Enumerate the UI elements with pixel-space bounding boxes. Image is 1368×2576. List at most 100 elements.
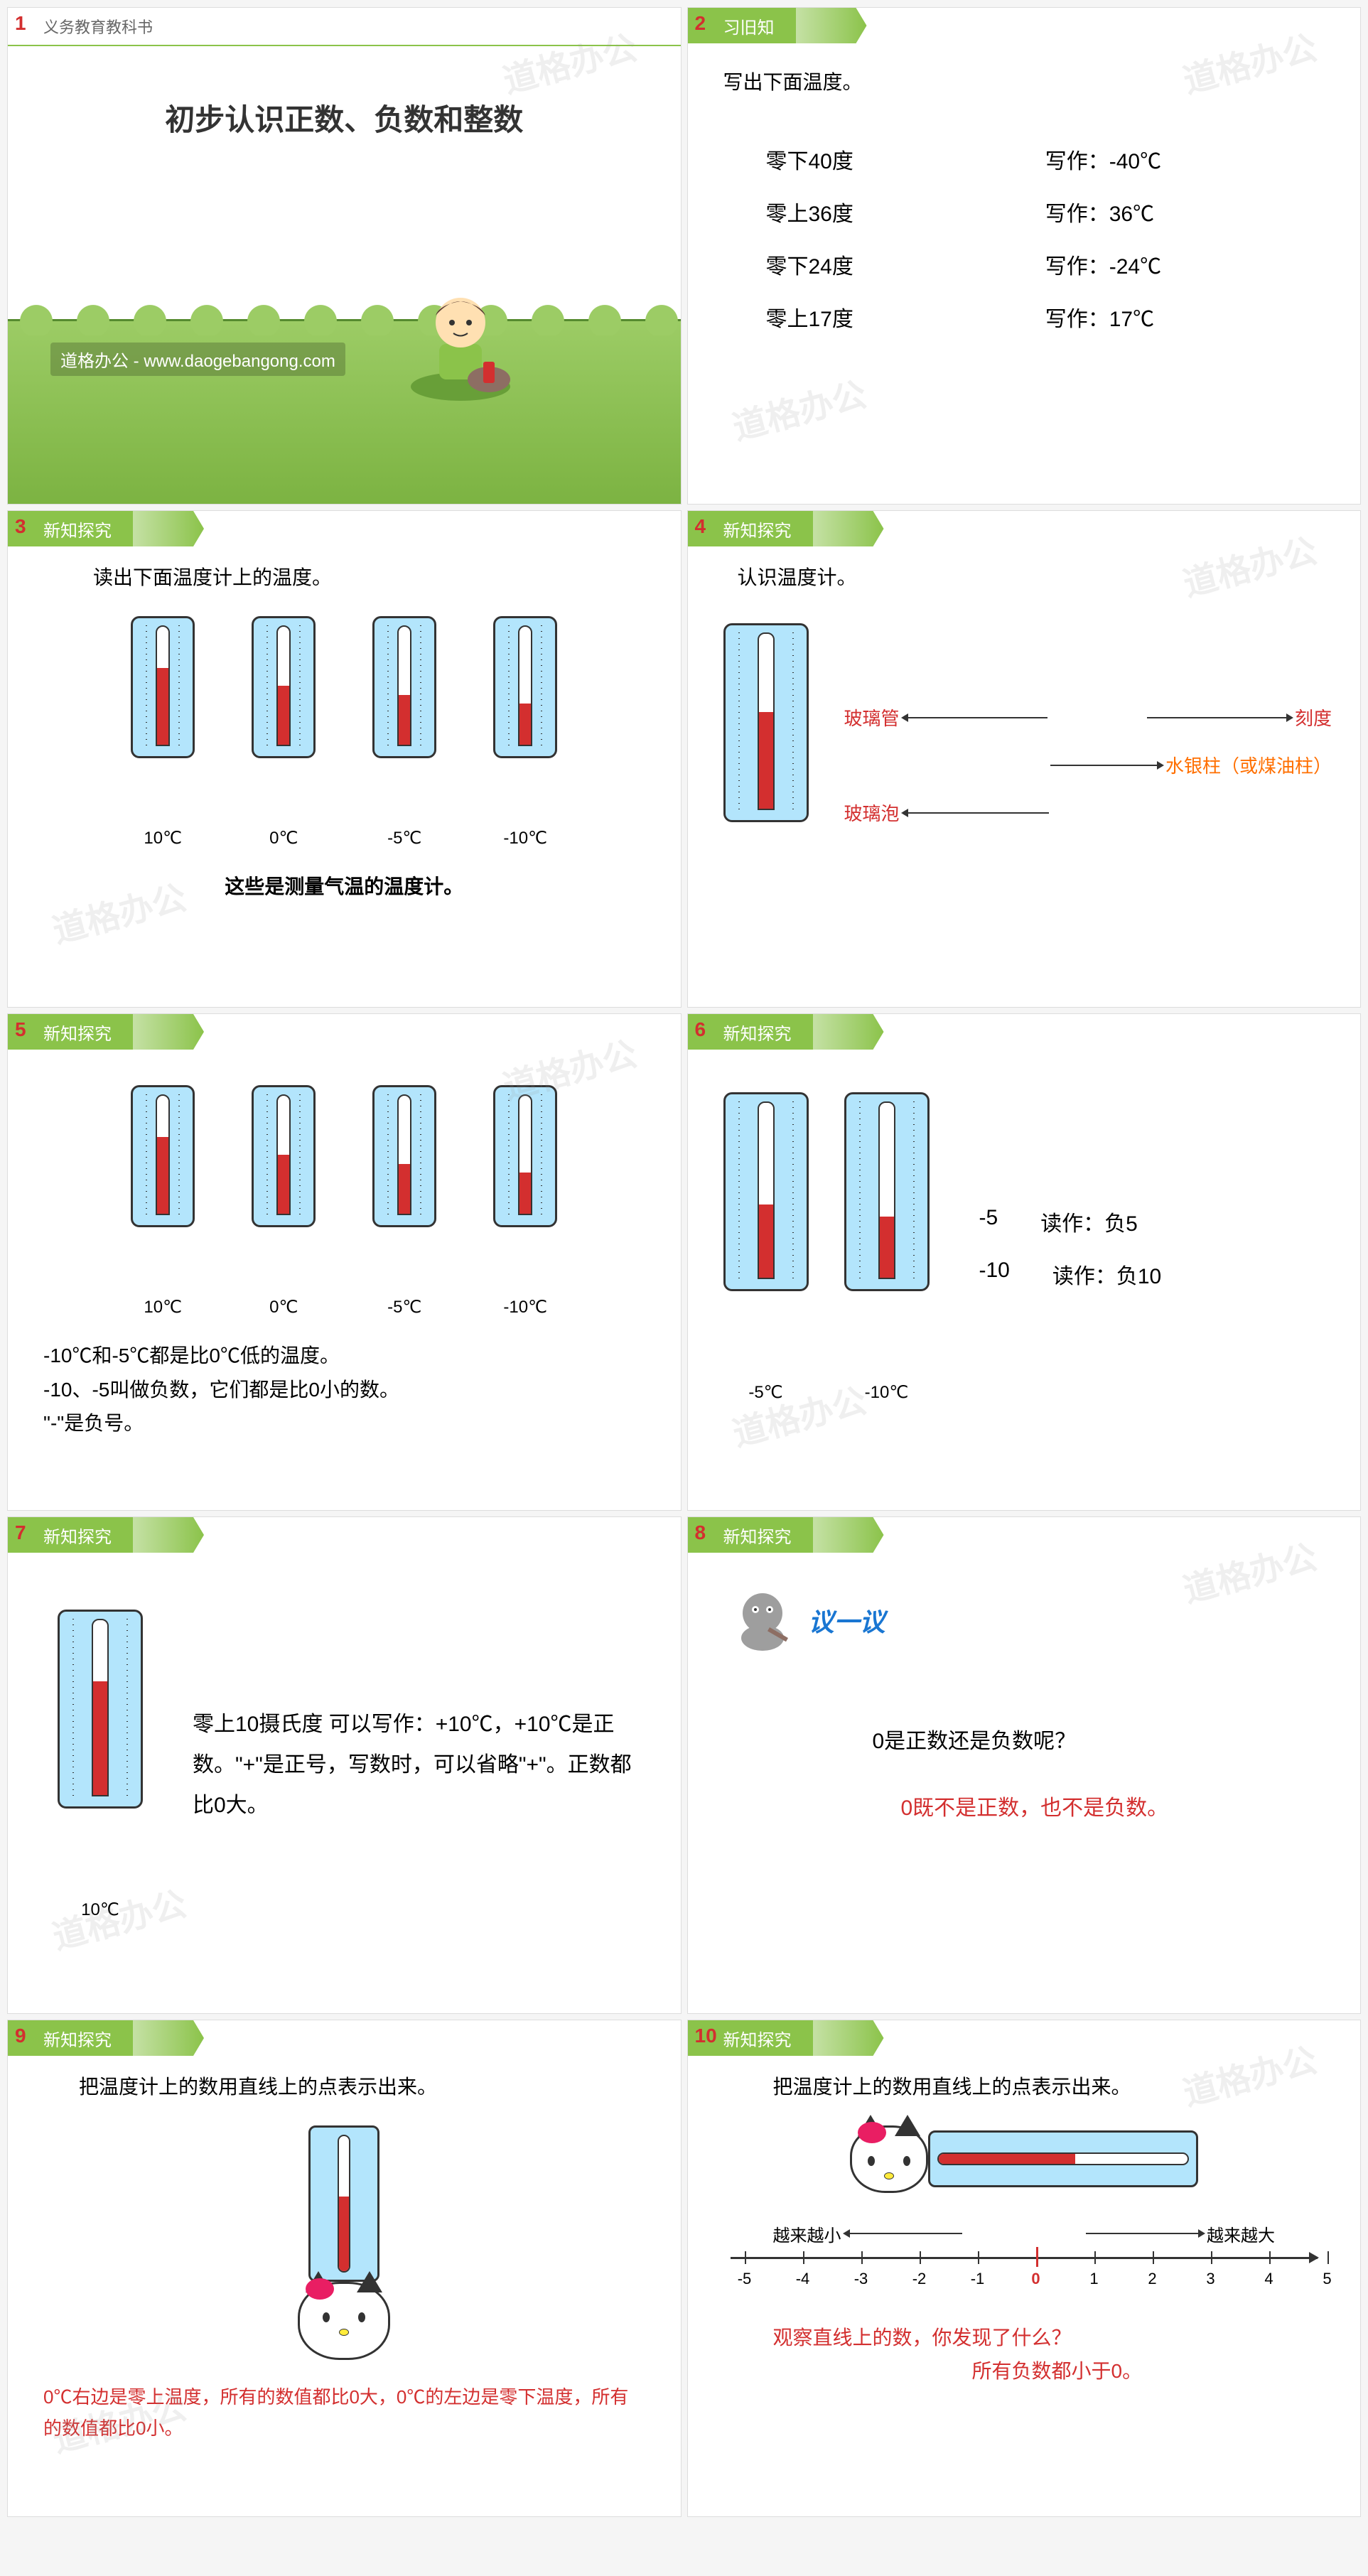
slide-9: 9 新知探究 把温度计上的数用直线上的点表示出来。 0℃右边是零上温度，所有的数… — [7, 2020, 682, 2517]
discuss-icon — [731, 1588, 795, 1652]
tick-label: -5 — [738, 2270, 752, 2288]
slide-header: 习旧知 — [688, 8, 810, 43]
label-tube: 玻璃管 — [844, 704, 900, 731]
thermometer: -5℃ — [355, 1085, 454, 1317]
slide-number: 2 — [695, 12, 706, 35]
number-line: 越来越小 越来越大 -5 -4 -3 -2 -1 0 1 2 3 4 5 — [731, 2221, 1318, 2292]
slide-3: 3 新知探究 读出下面温度计上的温度。 10℃ 0℃ -5℃ — [7, 510, 682, 1008]
slide-header: 新知探究 — [688, 1517, 827, 1553]
thermo-label: -5℃ — [355, 1297, 454, 1317]
slide-header: 新知探究 — [8, 2020, 147, 2056]
nl-right-label: 越来越大 — [1207, 2221, 1275, 2246]
arrow-decoration — [133, 1517, 204, 1553]
slide-header: 新知探究 — [8, 511, 147, 546]
tick-label: 3 — [1206, 2270, 1214, 2288]
header-wrap: 新知探究 — [8, 1014, 681, 1050]
tick-label: 0 — [1031, 2270, 1040, 2288]
thermo-label: 0℃ — [234, 1297, 333, 1317]
tick-label: 4 — [1264, 2270, 1273, 2288]
temp-ans: 写作：-24℃ — [1045, 248, 1282, 286]
slide-header: 新知探究 — [688, 1014, 827, 1050]
s5-line: -10℃和-5℃都是比0℃低的温度。 — [43, 1339, 645, 1373]
header-wrap: 新知探究 — [688, 1517, 1361, 1553]
header-wrap: 新知探究 — [8, 511, 681, 546]
s4-diagram: 玻璃管 刻度 水银柱（或煤油柱） 玻璃泡 — [688, 595, 1361, 936]
s4-title: 认识温度计。 — [688, 561, 1361, 595]
arrow-decoration — [813, 2020, 884, 2056]
s8-question: 0是正数还是负数呢？ — [745, 1723, 1304, 1755]
s8-answer: 0既不是正数，也不是负数。 — [773, 1790, 1276, 1821]
s10-q: 观察直线上的数，你发现了什么？ — [688, 2321, 1361, 2355]
slide-6: 6 新知探究 -5℃ -10℃ -5 读作：负5 -10 读作：负 — [687, 1013, 1362, 1511]
kitty-thermometer — [298, 2125, 390, 2360]
arrow-left-icon — [849, 2233, 962, 2234]
slide-number: 6 — [695, 1018, 706, 1041]
thermo-label: 10℃ — [50, 1899, 150, 1920]
thermo-label: -10℃ — [837, 1382, 937, 1403]
label-column: 水银柱（或煤油柱） — [1165, 752, 1332, 778]
thermometer: 10℃ — [50, 1610, 150, 1920]
thermo-body-horizontal — [928, 2130, 1198, 2187]
slide-number: 10 — [695, 2025, 717, 2047]
child-icon — [397, 280, 524, 408]
reading-text: 读作：负10 — [1052, 1259, 1161, 1290]
tick-label: 5 — [1323, 2270, 1331, 2288]
reading-text: 读作：负5 — [1040, 1206, 1138, 1237]
thermo-label: 10℃ — [113, 828, 212, 848]
nl-left-label: 越来越小 — [773, 2221, 841, 2246]
header-wrap: 新知探究 — [688, 511, 1361, 546]
thermometer: 0℃ — [234, 616, 333, 848]
s1-subheader: 义务教育教科书 — [8, 8, 681, 46]
slide-header: 新知探究 — [8, 1517, 147, 1553]
label-bulb: 玻璃泡 — [844, 799, 900, 826]
slide-number: 5 — [15, 1018, 26, 1041]
thermo-label: -5℃ — [716, 1382, 816, 1403]
tick-label: 2 — [1148, 2270, 1156, 2288]
kitty-head — [298, 2282, 390, 2360]
slide-number: 4 — [695, 515, 706, 538]
slide-2: 2 习旧知 写出下面温度。 零下40度 写作：-40℃ 零上36度 写作：36℃… — [687, 7, 1362, 505]
tick-label: -2 — [912, 2270, 927, 2288]
tick-label: 1 — [1089, 2270, 1098, 2288]
reading-num: -10 — [979, 1259, 1010, 1290]
thermo-label: -10℃ — [475, 1297, 575, 1317]
child-illustration — [397, 280, 524, 411]
slide-header: 新知探究 — [8, 1014, 147, 1050]
header-wrap: 新知探究 — [688, 1014, 1361, 1050]
arrow-decoration — [133, 1014, 204, 1050]
s3-caption: 这些是测量气温的温度计。 — [8, 870, 681, 904]
thermometer: 10℃ — [113, 616, 212, 848]
thermometer: -10℃ — [475, 616, 575, 848]
tick-label: -4 — [796, 2270, 810, 2288]
s5-line: "-"是负号。 — [43, 1406, 645, 1440]
temp-desc: 零上36度 — [766, 195, 1003, 234]
s1-title: 初步认识正数、负数和整数 — [8, 96, 681, 139]
arrow-icon — [1147, 717, 1288, 718]
header-wrap: 新知探究 — [8, 1517, 681, 1553]
slide-number: 3 — [15, 515, 26, 538]
slide-4: 4 新知探究 认识温度计。 玻璃管 刻度 水银柱（或煤油柱） — [687, 510, 1362, 1008]
thermo-row: -5℃ -10℃ — [716, 1092, 937, 1403]
label-scale: 刻度 — [1295, 704, 1332, 731]
slide-number: 8 — [695, 1521, 706, 1544]
arrow-decoration — [796, 8, 867, 43]
thermometer: -10℃ — [837, 1092, 937, 1403]
arrow-decoration — [133, 2020, 204, 2056]
reading-num: -5 — [979, 1206, 998, 1237]
thermometer: -5℃ — [716, 1092, 816, 1403]
s4-labels: 玻璃管 刻度 水银柱（或煤油柱） 玻璃泡 — [844, 683, 1332, 847]
slide-header: 新知探究 — [688, 511, 827, 546]
arrow-decoration — [813, 1014, 884, 1050]
kitty-head — [850, 2125, 928, 2193]
thermo-row: 10℃ 0℃ -5℃ -10℃ — [8, 616, 681, 848]
header-wrap: 新知探究 — [8, 2020, 681, 2056]
discuss-label: 议一议 — [809, 1602, 885, 1639]
slide-10: 10 新知探究 把温度计上的数用直线上的点表示出来。 越来越小 越来越大 -5 — [687, 2020, 1362, 2517]
slide-number: 9 — [15, 2025, 26, 2047]
s5-line: -10、-5叫做负数，它们都是比0小的数。 — [43, 1373, 645, 1407]
s10-title: 把温度计上的数用直线上的点表示出来。 — [688, 2070, 1361, 2104]
slides-grid: 1 义务教育教科书 初步认识正数、负数和整数 道格办公 - www.daogeb… — [0, 0, 1368, 2524]
s3-title: 读出下面温度计上的温度。 — [8, 561, 681, 595]
s5-lines: -10℃和-5℃都是比0℃低的温度。 -10、-5叫做负数，它们都是比0小的数。… — [8, 1339, 681, 1440]
s7-text: 零上10摄氏度 可以写作：+10℃，+10℃是正数。"+"是正号，写数时，可以省… — [193, 1704, 638, 1826]
